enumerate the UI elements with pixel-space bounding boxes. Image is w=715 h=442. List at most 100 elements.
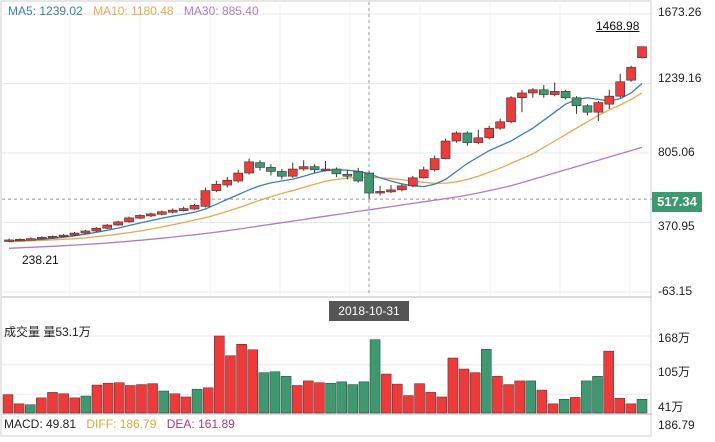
volume-bar xyxy=(280,376,292,414)
candle-body xyxy=(397,185,407,191)
volume-bar xyxy=(592,376,603,414)
volume-bar xyxy=(158,390,169,414)
candle-body xyxy=(626,67,636,81)
volume-bar xyxy=(291,385,303,414)
candle-body xyxy=(484,127,495,139)
volume-bar xyxy=(314,382,325,414)
ma10-legend: MA10: 1180.48 xyxy=(93,4,174,18)
volume-bar xyxy=(247,349,258,414)
volume-tick-label: 168万 xyxy=(658,331,691,345)
volume-legend: 成交量 量53.1万 xyxy=(4,323,91,340)
candle-body xyxy=(386,189,396,193)
volume-tick-label: 105万 xyxy=(658,365,691,379)
diff-legend-item: DIFF: 186.79 xyxy=(86,417,157,431)
volume-bar xyxy=(236,344,247,414)
candle-body xyxy=(517,92,527,99)
volume-bar xyxy=(24,404,36,414)
candle-body xyxy=(353,171,364,182)
volume-bar xyxy=(69,397,80,414)
candle-body xyxy=(135,215,145,219)
candle-body xyxy=(560,91,571,99)
volume-legend-title: 成交量 xyxy=(4,325,41,339)
candle-body xyxy=(26,238,36,241)
candle-body xyxy=(167,209,178,213)
candle-body xyxy=(528,89,538,94)
volume-bar xyxy=(36,397,47,414)
candle-body xyxy=(113,221,123,226)
candle-body xyxy=(451,132,462,142)
candle-body xyxy=(4,239,14,242)
volume-bar xyxy=(503,384,514,414)
candle-body xyxy=(637,46,647,59)
candle-body xyxy=(178,208,189,211)
volume-bar xyxy=(458,368,470,414)
candle-body xyxy=(233,172,243,182)
candle-body xyxy=(571,97,582,107)
volume-bar xyxy=(380,373,392,414)
volume-bar xyxy=(525,380,537,414)
dea-legend-item: DEA: 161.89 xyxy=(166,417,235,431)
volume-bar xyxy=(91,384,103,414)
candle-body xyxy=(473,137,484,143)
volume-bar xyxy=(481,349,492,414)
candle-body xyxy=(277,171,287,177)
candle-body xyxy=(593,102,604,113)
candle-body xyxy=(331,168,342,175)
volume-bar xyxy=(425,392,436,414)
candle-body xyxy=(266,167,276,172)
candle-body xyxy=(582,105,593,113)
candle-body xyxy=(189,205,200,210)
volume-bar xyxy=(603,350,614,414)
candle-body xyxy=(309,166,320,171)
volume-bar xyxy=(392,383,403,414)
volume-bar xyxy=(547,403,559,414)
candle-body xyxy=(506,97,516,123)
candle-body xyxy=(342,174,353,177)
candle-body xyxy=(102,224,113,229)
volume-bar xyxy=(414,383,425,414)
volume-bar xyxy=(614,398,626,414)
price-tick-label: 805.06 xyxy=(658,145,695,159)
candle-body xyxy=(364,172,374,194)
candle-body xyxy=(156,211,167,215)
candle-body xyxy=(615,81,625,97)
ma30-line xyxy=(8,146,643,249)
volume-bar xyxy=(102,382,114,414)
volume-bar xyxy=(47,392,58,414)
volume-bar xyxy=(447,357,459,414)
volume-bar xyxy=(570,397,581,414)
candle-body xyxy=(375,191,385,194)
max-price-label: 1468.98 xyxy=(596,19,640,33)
ma10-line xyxy=(8,92,643,243)
candle-body xyxy=(124,217,134,223)
candle-body xyxy=(80,230,91,234)
volume-bar xyxy=(325,382,336,414)
candle-body xyxy=(200,190,211,207)
volume-tick-label: 41万 xyxy=(658,400,684,414)
candle-body xyxy=(222,179,233,186)
volume-bar xyxy=(202,387,214,414)
candle-body xyxy=(287,168,298,177)
current-price-badge: 517.34 xyxy=(652,192,702,212)
candle-body xyxy=(255,162,265,168)
volume-bar xyxy=(169,393,181,414)
volume-bar xyxy=(369,339,381,414)
volume-bar xyxy=(469,372,481,414)
volume-legend-value: 量53.1万 xyxy=(43,325,91,339)
candle-body xyxy=(36,237,47,240)
volume-bar xyxy=(403,395,414,414)
candle-body xyxy=(69,232,80,236)
volume-bar xyxy=(347,384,359,414)
ma-legend: MA5: 1239.02 MA10: 1180.48 MA30: 885.40 xyxy=(8,4,266,18)
macd-legend: MACD: 49.81 DIFF: 186.79 DEA: 161.89 xyxy=(4,417,242,431)
candle-body xyxy=(320,168,331,171)
volume-bar xyxy=(625,403,637,414)
candle-body xyxy=(146,213,156,217)
price-tick-label: 370.95 xyxy=(658,219,695,233)
volume-bar xyxy=(436,396,448,414)
volume-bar xyxy=(336,381,347,414)
candle-body xyxy=(211,183,222,191)
volume-bar xyxy=(13,403,25,414)
